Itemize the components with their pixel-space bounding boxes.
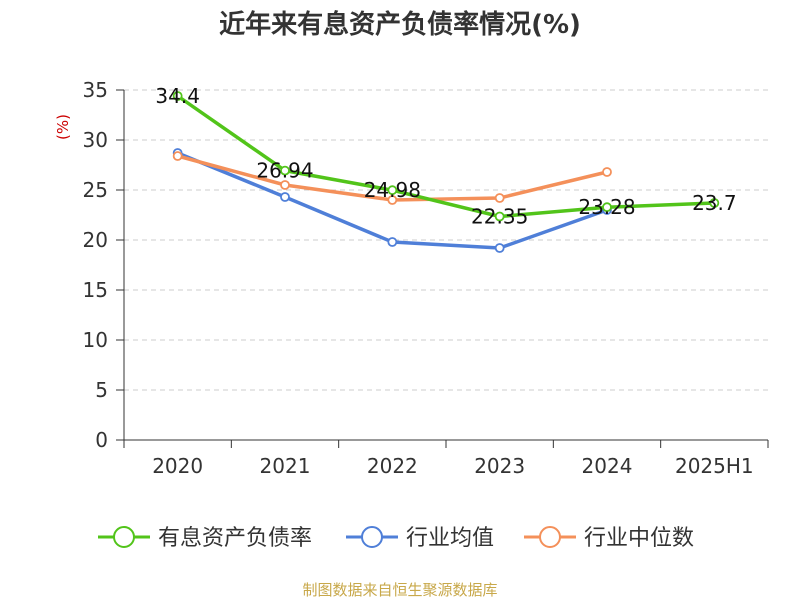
y-tick-label-30: 30 <box>83 128 108 152</box>
legend[interactable]: 有息资产负债率 行业均值 行业中位数 <box>98 526 694 551</box>
grid-lines <box>124 89 768 391</box>
x-tick-label-2025H1: 2025H1 <box>675 454 754 478</box>
data-labels: 34.4 26.94 24.98 22.35 23.28 23.7 <box>155 84 736 229</box>
x-tick-label-2020: 2020 <box>152 454 203 478</box>
y-tick-label-25: 25 <box>83 178 108 202</box>
y-tick-label-0: 0 <box>95 428 108 452</box>
axes: 0 5 10 15 20 25 30 35 2020 2021 2022 2023 2024 2025H1 <box>83 78 769 478</box>
series-1-point-2021 <box>280 192 290 202</box>
legend-item-2[interactable]: 行业中位数 <box>524 526 694 551</box>
y-tick-label-10: 10 <box>83 328 108 352</box>
y-tick-label-20: 20 <box>83 228 108 252</box>
x-tick-label-2024: 2024 <box>582 454 633 478</box>
legend-label-2: 行业中位数 <box>584 526 694 551</box>
series-2-point-2020 <box>172 151 183 161</box>
data-label-2024: 23.28 <box>578 195 635 219</box>
y-tick-label-5: 5 <box>95 378 108 402</box>
legend-marker-icon-1 <box>361 526 383 548</box>
x-tick-label-2021: 2021 <box>260 454 311 478</box>
series-0-point-2021 <box>280 165 290 176</box>
data-label-2023: 22.35 <box>471 205 528 229</box>
series-2-point-2022 <box>387 195 398 205</box>
legend-item-1[interactable]: 行业均值 <box>346 526 494 551</box>
data-label-2021: 26.94 <box>256 159 313 183</box>
series-1-point-2022 <box>387 237 398 247</box>
x-tick-label-2022: 2022 <box>367 454 418 478</box>
y-tick-label-15: 15 <box>83 278 108 302</box>
data-label-2025H1: 23.7 <box>692 191 737 215</box>
series-0-point-2022 <box>387 185 398 196</box>
series-1-point-2023 <box>494 243 505 253</box>
legend-marker-icon-2 <box>539 526 561 548</box>
y-axis-unit-label: (%) <box>54 114 72 140</box>
series-lines <box>172 91 720 253</box>
series-2-point-2023 <box>494 193 505 203</box>
data-label-2020: 34.4 <box>155 84 200 108</box>
series-0-point-2025H1 <box>709 198 720 208</box>
legend-label-0: 有息资产负债率 <box>158 526 312 551</box>
data-label-2022: 24.98 <box>364 178 421 202</box>
series-0-point-2023 <box>494 211 505 222</box>
source-note: 制图数据来自恒生聚源数据库 <box>302 581 497 599</box>
series-2-point-2021 <box>280 180 290 190</box>
series-0-point-2020 <box>172 91 183 101</box>
series-2-point-2024 <box>602 167 612 177</box>
legend-item-0[interactable]: 有息资产负债率 <box>98 526 312 551</box>
x-tick-label-2023: 2023 <box>474 454 525 478</box>
chart-title: 近年来有息资产负债率情况(%) <box>219 9 581 40</box>
series-line-0 <box>175 94 717 219</box>
series-0-point-2024 <box>602 202 612 213</box>
legend-marker-icon-0 <box>113 526 135 548</box>
legend-label-1: 行业均值 <box>406 526 494 551</box>
y-tick-label-35: 35 <box>83 78 108 102</box>
